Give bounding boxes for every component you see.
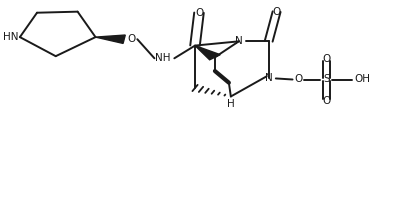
- Text: O: O: [127, 34, 135, 44]
- Text: O: O: [272, 7, 280, 17]
- Text: N: N: [234, 36, 242, 46]
- Text: O: O: [322, 96, 330, 106]
- Polygon shape: [194, 46, 220, 60]
- Text: NH: NH: [155, 53, 170, 63]
- Text: O: O: [194, 8, 203, 18]
- Text: O: O: [294, 74, 302, 85]
- Text: H: H: [227, 99, 234, 109]
- Text: S: S: [322, 74, 329, 85]
- Text: HN: HN: [3, 32, 19, 42]
- Polygon shape: [95, 35, 125, 43]
- Text: O: O: [322, 54, 330, 64]
- Text: N: N: [264, 73, 272, 84]
- Text: OH: OH: [353, 74, 369, 85]
